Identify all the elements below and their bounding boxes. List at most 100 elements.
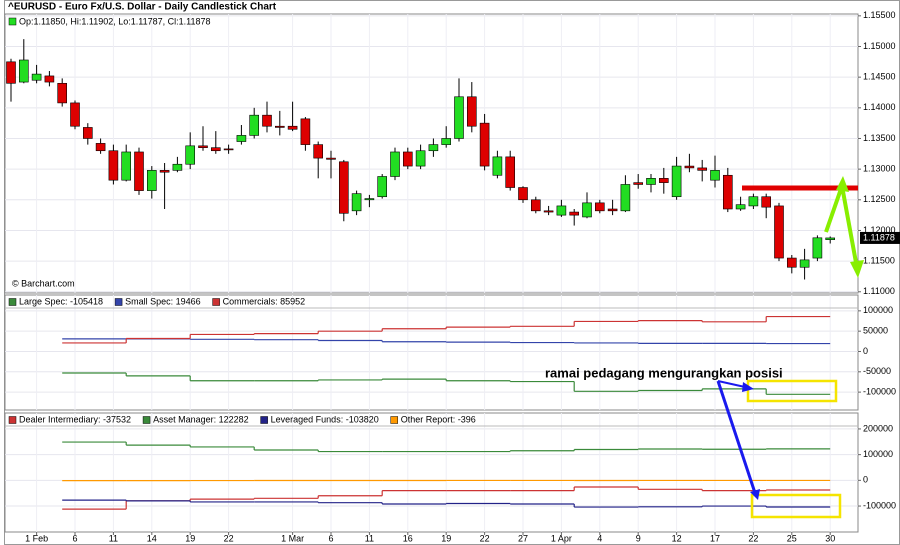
candle-body: [44, 75, 55, 83]
candle-body: [364, 198, 375, 201]
x-tick-label: 27: [518, 533, 528, 543]
candle-body: [31, 73, 42, 81]
x-tick-label: 6: [72, 533, 77, 543]
legend-swatch: [8, 298, 17, 306]
legend-label: Commercials: 85952: [223, 296, 306, 306]
y-tick-label: 200000: [863, 423, 893, 433]
candle-body: [543, 210, 554, 213]
blue-arrow: [717, 380, 746, 388]
candle-body: [479, 122, 490, 167]
blue-arrow: [716, 380, 757, 494]
legend-swatch: [260, 416, 268, 424]
candle-body: [147, 170, 157, 191]
candle-body: [812, 237, 823, 259]
candle-body: [441, 138, 452, 145]
y-tick-label: 1.15500: [863, 10, 896, 20]
x-tick-label: 22: [480, 533, 490, 543]
candle-body: [236, 135, 247, 142]
candle-body: [646, 178, 656, 185]
y-tick-label: 1.12000: [863, 225, 896, 235]
candle-body: [95, 143, 106, 152]
candle-body: [671, 165, 682, 198]
candle-body: [620, 184, 631, 212]
x-tick-label: 4: [597, 533, 602, 543]
candle-body: [774, 205, 784, 259]
candle-body: [338, 161, 349, 214]
candle-body: [287, 125, 298, 130]
x-tick-label: 25: [787, 533, 797, 543]
highlight-box: [746, 379, 838, 403]
candle-body: [825, 237, 836, 240]
candle-body: [351, 193, 362, 212]
x-tick-label: 22: [224, 533, 234, 543]
legend-label: Small Spec: 19466: [125, 296, 201, 306]
y-tick-label: 0: [863, 475, 868, 485]
candle-body: [761, 196, 772, 208]
candle-body: [108, 150, 119, 181]
candle-body: [582, 202, 592, 218]
legend-swatch: [212, 298, 220, 306]
y-tick-label: 1.13000: [863, 164, 896, 174]
x-tick-label: 1 Feb: [25, 533, 48, 543]
panel: [4, 13, 859, 294]
x-tick-label: 9: [636, 533, 641, 543]
y-tick-label: -100000: [863, 386, 896, 396]
candle-body: [633, 182, 644, 185]
legend-label: Asset Manager: 122282: [153, 414, 249, 424]
candle-body: [300, 118, 311, 145]
panel: [4, 294, 859, 411]
panel: [4, 412, 859, 533]
candle-body: [70, 102, 80, 127]
candle-body: [249, 114, 259, 136]
legend-label: Dealer Intermediary: -37532: [19, 414, 131, 424]
x-tick-label: 16: [403, 533, 413, 543]
candle-body: [505, 156, 516, 188]
y-tick-label: 1.11500: [863, 255, 895, 265]
y-tick-label: 1.15000: [863, 41, 896, 51]
source-label: © Barchart.com: [12, 278, 75, 288]
candle-body: [198, 145, 208, 148]
y-tick-label: 1.14000: [863, 102, 896, 112]
candle-body: [428, 144, 439, 152]
candle-body: [121, 151, 131, 181]
last-price-tag: [860, 231, 900, 244]
candle-body: [492, 156, 503, 176]
x-tick-label: 19: [441, 533, 451, 543]
candle-body: [658, 178, 669, 183]
y-tick-label: 1.12500: [863, 194, 896, 204]
candle-body: [223, 148, 234, 151]
candle-body: [594, 202, 605, 212]
candle-body: [786, 257, 797, 268]
candle-body: [556, 205, 567, 216]
legend-swatch: [8, 17, 17, 26]
highlight-box: [750, 493, 842, 519]
y-tick-label: 0: [863, 346, 868, 356]
candle-body: [313, 144, 324, 159]
x-tick-label: 6: [328, 533, 333, 543]
x-tick-label: 1 Apr: [551, 533, 572, 543]
y-tick-label: 1.11000: [863, 286, 895, 296]
candle-body: [6, 61, 16, 84]
x-tick-label: 22: [748, 533, 758, 543]
candle-body: [390, 151, 400, 177]
candle-body: [159, 170, 170, 173]
candle-body: [710, 170, 720, 181]
candle-body: [185, 145, 195, 165]
last-price-label: 1.11878: [863, 232, 895, 242]
candle-body: [466, 96, 477, 127]
candle-body: [377, 176, 388, 198]
y-tick-label: 100000: [863, 449, 893, 459]
y-tick-label: 100000: [863, 305, 893, 315]
legend-label: Other Report: -396: [401, 414, 476, 424]
x-tick-label: 19: [185, 533, 195, 543]
x-tick-label: 1 Mar: [281, 533, 304, 543]
legend-text: Op:1.11850, Hi:1.11902, Lo:1.11787, Cl:1…: [19, 16, 210, 26]
candle-body: [454, 96, 464, 139]
candle-body: [211, 147, 221, 152]
x-tick-label: 12: [672, 533, 682, 543]
candle-body: [326, 157, 336, 160]
legend-label: Leveraged Funds: -103820: [271, 414, 379, 424]
candle-body: [722, 174, 733, 210]
candle-body: [172, 163, 183, 171]
